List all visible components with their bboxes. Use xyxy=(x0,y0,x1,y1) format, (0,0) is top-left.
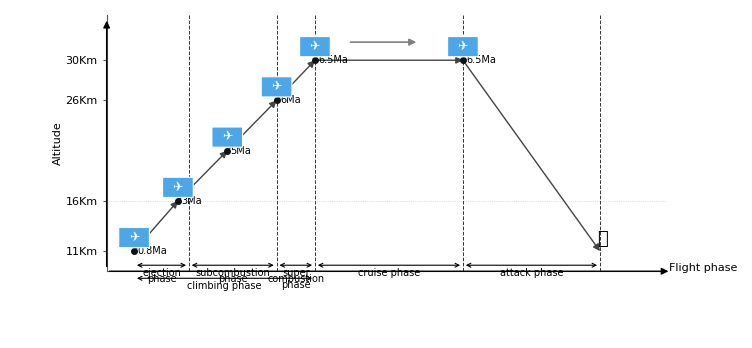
Text: climbing phase: climbing phase xyxy=(187,281,262,291)
Text: ✈: ✈ xyxy=(271,80,282,93)
Text: 0.8Ma: 0.8Ma xyxy=(138,246,167,256)
Text: ✈: ✈ xyxy=(458,40,468,53)
Text: phase: phase xyxy=(218,274,247,284)
Text: phase: phase xyxy=(281,280,311,290)
FancyBboxPatch shape xyxy=(212,127,243,147)
Text: 5Ma: 5Ma xyxy=(231,146,251,156)
FancyBboxPatch shape xyxy=(447,37,478,57)
Text: 6.5Ma: 6.5Ma xyxy=(319,55,349,65)
FancyBboxPatch shape xyxy=(261,77,292,97)
Text: subcombustion: subcombustion xyxy=(196,268,270,278)
Text: ejection: ejection xyxy=(142,268,181,278)
Text: Flight phase: Flight phase xyxy=(669,263,737,273)
Text: ✈: ✈ xyxy=(173,181,183,194)
Text: combustion: combustion xyxy=(267,274,324,284)
FancyBboxPatch shape xyxy=(119,228,150,248)
Text: attack phase: attack phase xyxy=(500,268,563,278)
Text: phase: phase xyxy=(147,274,176,284)
Text: 6.5Ma: 6.5Ma xyxy=(467,55,496,65)
FancyBboxPatch shape xyxy=(162,177,193,197)
FancyBboxPatch shape xyxy=(299,37,330,57)
Text: ✈: ✈ xyxy=(222,130,232,144)
Text: super: super xyxy=(282,268,310,278)
Text: ✈: ✈ xyxy=(129,231,139,244)
Text: 6Ma: 6Ma xyxy=(280,95,301,105)
Text: cruise phase: cruise phase xyxy=(358,268,420,278)
Text: ✈: ✈ xyxy=(310,40,320,53)
Text: 💥: 💥 xyxy=(597,230,608,248)
Text: 3Ma: 3Ma xyxy=(181,196,202,206)
Y-axis label: Altitude: Altitude xyxy=(53,121,62,165)
